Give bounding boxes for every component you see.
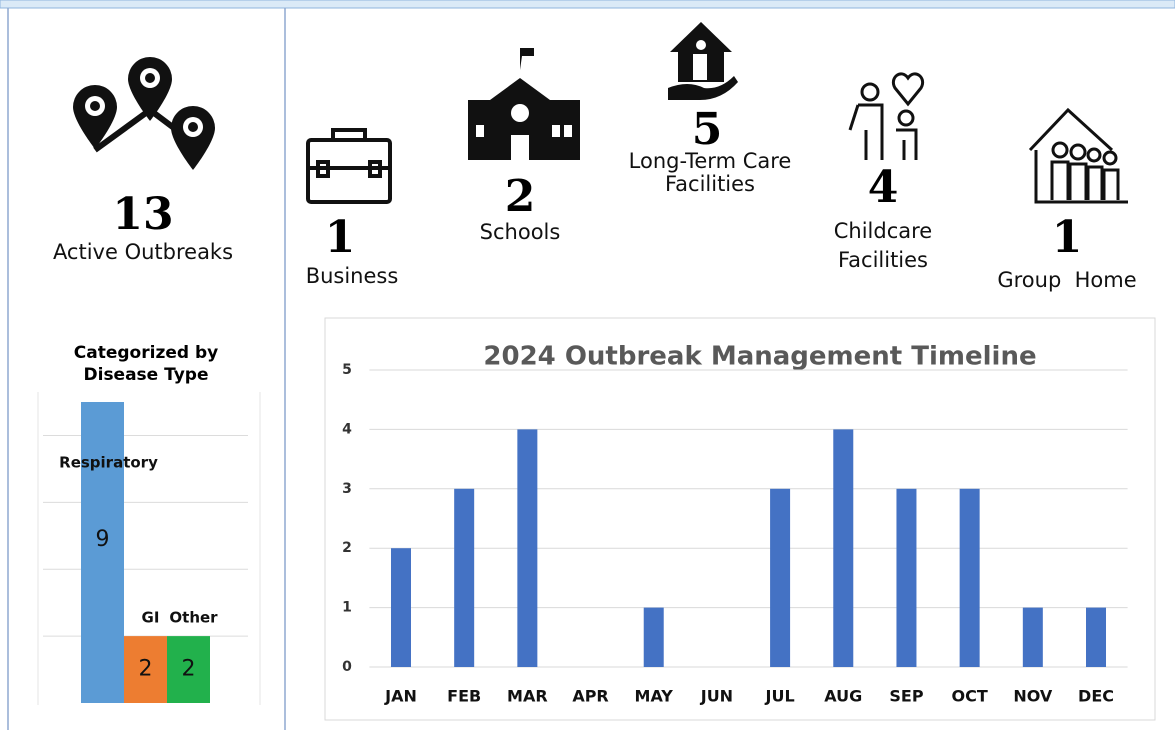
category-label: GI: [142, 609, 160, 627]
bar: [167, 636, 210, 703]
care-icon: [668, 22, 738, 100]
x-tick-label: DEC: [1078, 687, 1114, 706]
bar: [833, 429, 854, 667]
bar: [124, 636, 167, 703]
bar: [896, 488, 917, 667]
y-tick-label: 3: [342, 481, 352, 497]
total-label: Active Outbreaks: [52, 240, 234, 264]
bar: [1086, 607, 1107, 667]
x-tick-label: MAR: [507, 687, 548, 706]
y-tick-label: 4: [342, 421, 352, 437]
x-tick-label: SEP: [889, 687, 923, 706]
setting-value: 1: [324, 212, 356, 263]
x-tick-label: OCT: [952, 687, 988, 706]
x-tick-label: JAN: [384, 687, 417, 706]
setting-label: Childcare Facilities: [833, 219, 939, 273]
category-label: Respiratory: [59, 454, 158, 472]
value-label: 2: [139, 657, 153, 682]
top-band: [0, 0, 1175, 9]
chart-frame: [324, 317, 1156, 721]
value-label: 9: [96, 527, 110, 552]
x-tick-label: FEB: [447, 687, 481, 706]
setting-label: Business: [305, 264, 399, 288]
childcare-icon: [848, 72, 924, 160]
setting-label: Schools: [479, 220, 561, 244]
setting-value: 4: [867, 162, 899, 213]
y-tick-label: 5: [342, 362, 352, 378]
x-tick-label: APR: [572, 687, 608, 706]
group-home-icon: [1028, 107, 1128, 204]
x-tick-label: JUN: [700, 687, 733, 706]
category-label: Other: [169, 609, 218, 627]
briefcase-icon: [306, 128, 392, 204]
y-tick-label: 0: [342, 659, 352, 675]
x-tick-label: JUL: [765, 687, 795, 706]
bar: [643, 607, 664, 667]
y-tick-label: 2: [342, 540, 352, 556]
y-tick-label: 1: [342, 600, 352, 616]
x-tick-label: AUG: [824, 687, 862, 706]
x-tick-label: MAY: [635, 687, 674, 706]
total-value: 13: [112, 189, 174, 240]
chart-title: 2024 Outbreak Management Timeline: [483, 342, 1036, 372]
bar: [517, 429, 538, 667]
bar: [1022, 607, 1043, 667]
bar: [959, 488, 980, 667]
setting-label: Group Home: [997, 268, 1137, 292]
bar: [81, 402, 124, 703]
setting-value: 2: [504, 171, 536, 222]
x-tick-label: NOV: [1013, 687, 1053, 706]
setting-label: Long-Term Care Facilities: [628, 149, 799, 197]
bar: [454, 488, 475, 667]
bar: [770, 488, 791, 667]
setting-value: 1: [1051, 212, 1083, 263]
chart-title: Categorized by Disease Type: [73, 343, 219, 386]
bar: [390, 548, 411, 667]
pins-icon: [73, 57, 215, 170]
value-label: 2: [182, 657, 196, 682]
setting-value: 5: [691, 104, 723, 155]
school-icon: [468, 48, 580, 160]
